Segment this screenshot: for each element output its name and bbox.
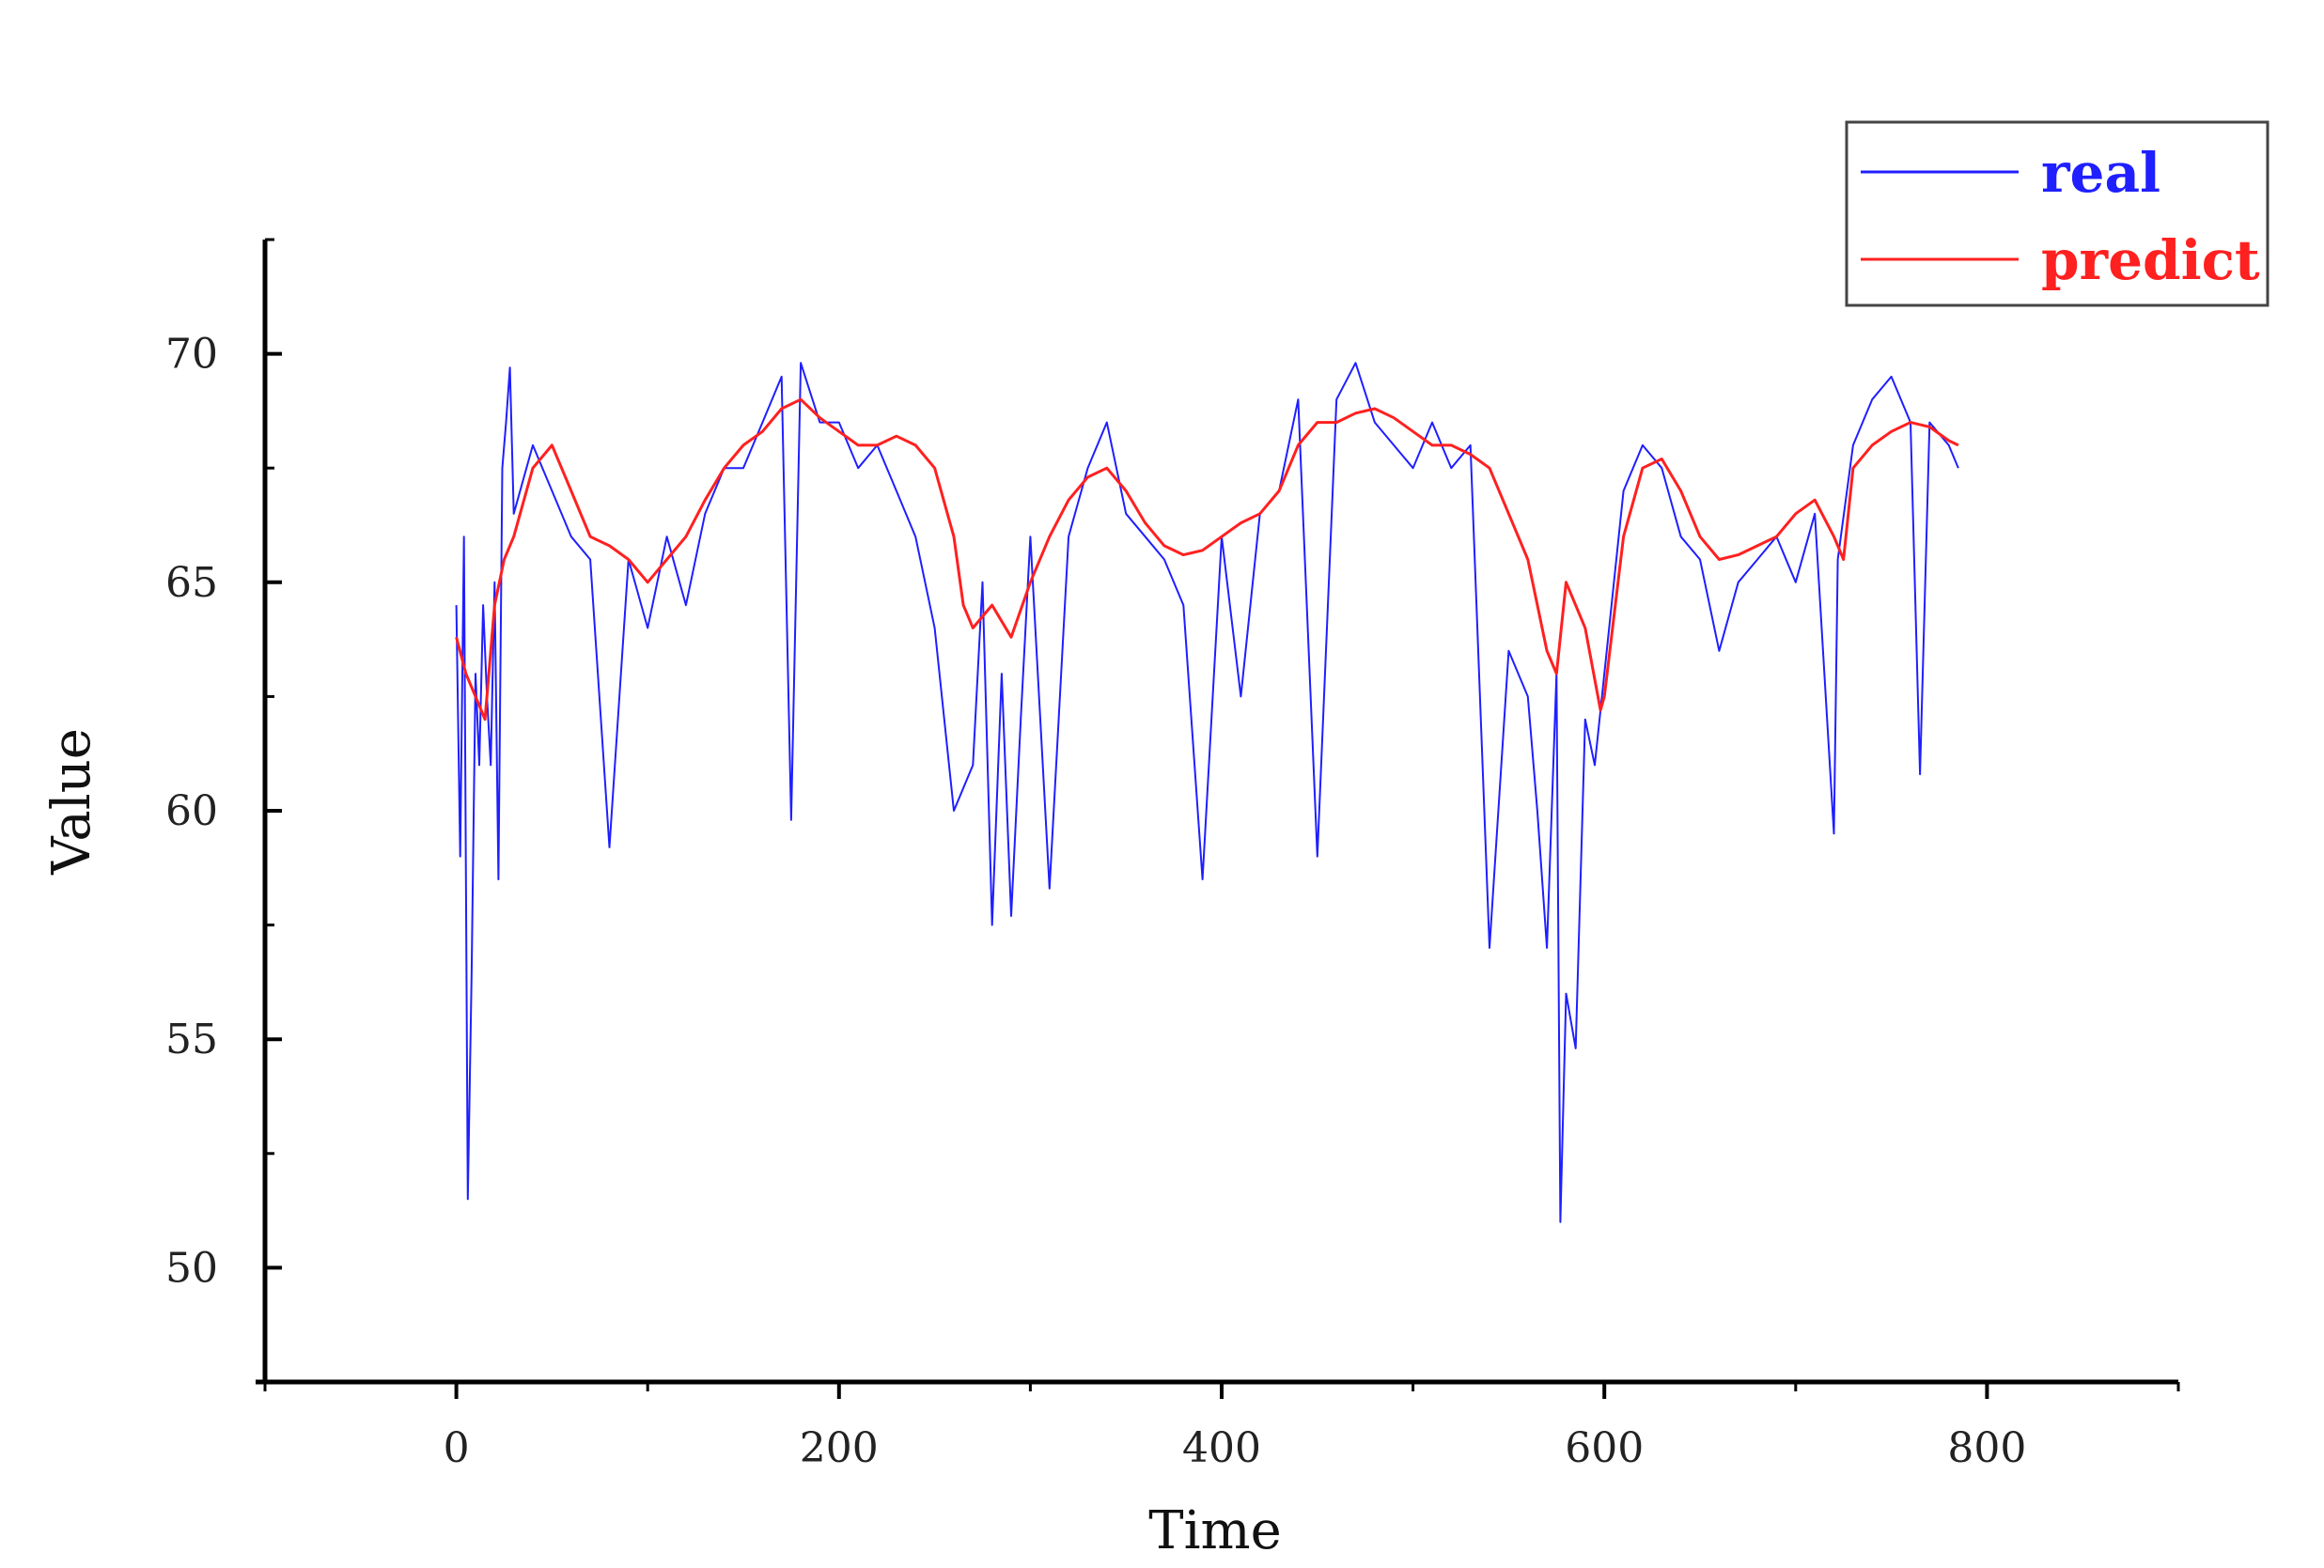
x-axis-title: Time [1148,1500,1282,1561]
x-tick-label: 0 [444,1424,470,1472]
legend: real predict [1845,120,2269,307]
axes [256,240,2178,1385]
legend-label-predict: predict [2041,228,2260,292]
y-axis-title: Value [41,728,102,876]
y-tick-label: 55 [165,1016,218,1063]
legend-box [1845,120,2269,307]
y-tick-label: 50 [165,1244,218,1292]
ticks: 0 200 400 600 800 50 55 60 65 70 [165,238,2180,1472]
x-tick-label: 200 [800,1424,879,1472]
legend-label-real: real [2041,141,2160,205]
series-line-predict [455,397,1959,722]
y-tick-label: 60 [165,787,218,835]
x-tick-label: 600 [1565,1424,1644,1472]
series-line-real [455,362,1959,1223]
series [455,362,1959,1223]
y-tick-label: 65 [165,559,218,607]
x-tick-label: 400 [1182,1424,1261,1472]
y-tick-label: 70 [165,331,218,379]
x-tick-label: 800 [1947,1424,2026,1472]
